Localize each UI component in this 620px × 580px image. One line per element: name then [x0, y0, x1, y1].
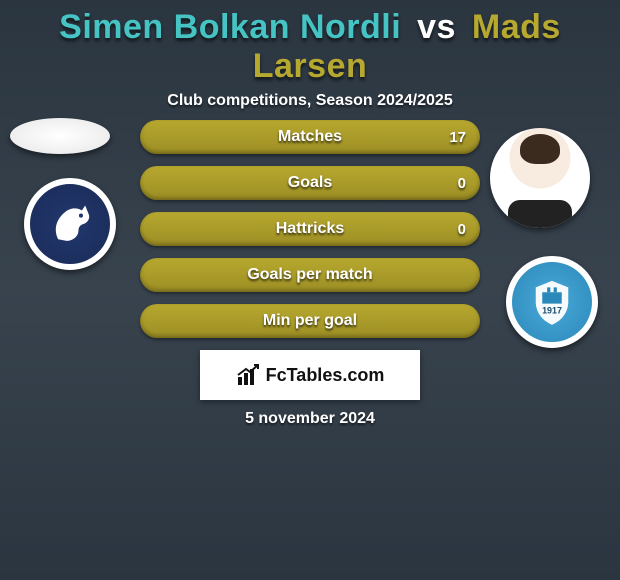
- brand-box: FcTables.com: [200, 350, 420, 400]
- stat-label: Goals: [288, 174, 332, 192]
- bar-arrow-icon: [236, 363, 260, 387]
- stat-label: Hattricks: [276, 220, 344, 238]
- vs-text: vs: [417, 8, 456, 46]
- generated-date: 5 november 2024: [0, 410, 620, 428]
- stat-label: Matches: [278, 128, 342, 146]
- stat-right-value: 17: [449, 129, 466, 146]
- stat-right-value: 0: [458, 221, 466, 238]
- stat-row: Goals per match: [140, 258, 480, 292]
- comparison-title: Simen Bolkan Nordli vs Mads Larsen: [0, 0, 620, 86]
- stat-row: Min per goal: [140, 304, 480, 338]
- horse-icon: [43, 197, 97, 251]
- stat-row: Hattricks 0: [140, 212, 480, 246]
- stat-label: Min per goal: [263, 312, 357, 330]
- comparison-subtitle: Club competitions, Season 2024/2025: [0, 92, 620, 110]
- stat-label: Goals per match: [247, 266, 372, 284]
- stat-right-value: 0: [458, 175, 466, 192]
- stat-row: Matches 17: [140, 120, 480, 154]
- club-badge-left: [24, 178, 116, 270]
- player1-photo: [10, 118, 110, 154]
- player2-photo: [490, 128, 590, 228]
- club-right-year: 1917: [542, 305, 562, 315]
- club-badge-right: 1917: [506, 256, 598, 348]
- brand-text: FcTables.com: [266, 365, 385, 386]
- stats-container: Matches 17 Goals 0 Hattricks 0 Goals per…: [140, 120, 480, 350]
- player1-name: Simen Bolkan Nordli: [59, 8, 401, 46]
- sif-crest-icon: 1917: [526, 276, 578, 328]
- stat-row: Goals 0: [140, 166, 480, 200]
